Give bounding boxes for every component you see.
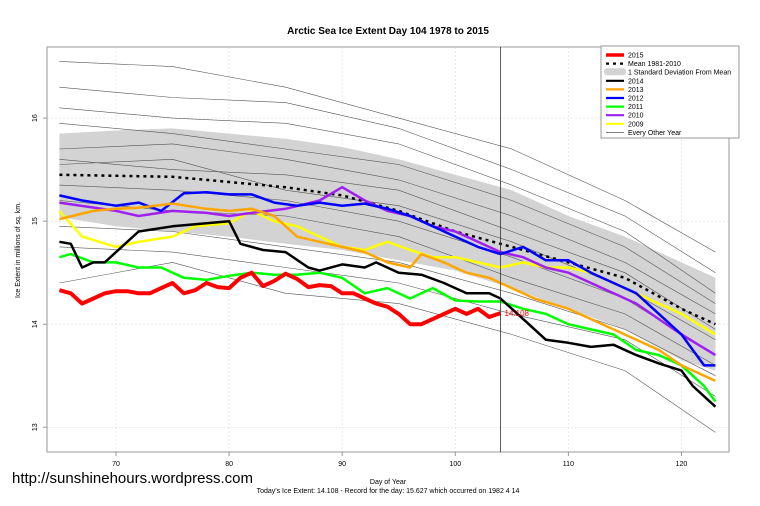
series-line-2015 bbox=[58, 270, 502, 327]
legend-label: 2009 bbox=[628, 121, 644, 128]
watermark-url: http://sunshinehours.wordpress.com bbox=[12, 470, 253, 487]
y-axis-label: Ice Extent in millions of sq. km. bbox=[15, 202, 22, 298]
y-tick-label: 16 bbox=[32, 114, 39, 122]
x-tick-label: 110 bbox=[563, 461, 574, 468]
mean-line bbox=[59, 173, 716, 326]
x-tick-label: 70 bbox=[112, 461, 120, 468]
other-year-line bbox=[59, 226, 716, 376]
x-tick-label: 100 bbox=[449, 461, 461, 468]
legend-label: 2010 bbox=[628, 113, 644, 120]
other-year-line bbox=[59, 246, 716, 397]
year-series bbox=[58, 185, 717, 408]
legend-label: 2014 bbox=[628, 78, 644, 85]
other-year-line bbox=[59, 61, 716, 253]
y-tick-label: 13 bbox=[32, 423, 39, 431]
footer-text: Today's Ice Extent: 14.108 - Record for … bbox=[257, 488, 520, 495]
plot-frame bbox=[46, 46, 730, 453]
x-axis-label: Day of Year bbox=[370, 479, 407, 486]
legend-label: 2012 bbox=[628, 96, 644, 103]
x-tick-label: 90 bbox=[338, 461, 346, 468]
legend-swatch bbox=[604, 68, 626, 76]
legend-label: 2015 bbox=[628, 53, 644, 60]
other-year-line bbox=[59, 262, 716, 433]
legend-label: Every Other Year bbox=[628, 130, 682, 137]
other-year-line bbox=[59, 143, 716, 315]
y-tick-label: 14 bbox=[32, 320, 39, 328]
series-line-2011 bbox=[59, 252, 717, 403]
legend-label: 2013 bbox=[628, 87, 644, 94]
x-tick-label: 120 bbox=[676, 461, 688, 468]
other-year-line bbox=[59, 86, 716, 273]
series-line-2013 bbox=[59, 202, 716, 383]
legend-label: 1 Standard Deviation From Mean bbox=[628, 70, 731, 77]
chart-title: Arctic Sea Ice Extent Day 104 1978 to 20… bbox=[287, 26, 489, 37]
x-tick-label: 80 bbox=[225, 461, 233, 468]
other-year-line bbox=[59, 159, 716, 330]
other-year-line bbox=[59, 107, 716, 294]
legend-box bbox=[600, 45, 740, 139]
y-tick-label: 15 bbox=[32, 217, 39, 225]
legend-label: Mean 1981-2010 bbox=[628, 61, 681, 68]
current-value-label: 14.108 bbox=[505, 309, 530, 318]
mean-line-path bbox=[59, 173, 716, 326]
sd-band-area bbox=[59, 128, 716, 371]
other-year-line bbox=[59, 123, 716, 304]
series-line-2014 bbox=[59, 219, 717, 408]
axes: 70 80 90 100 110 120 13 14 15 16 bbox=[32, 46, 730, 468]
legend-label: 2011 bbox=[628, 104, 643, 111]
sd-band bbox=[59, 128, 716, 371]
series-line-2012 bbox=[59, 191, 716, 367]
